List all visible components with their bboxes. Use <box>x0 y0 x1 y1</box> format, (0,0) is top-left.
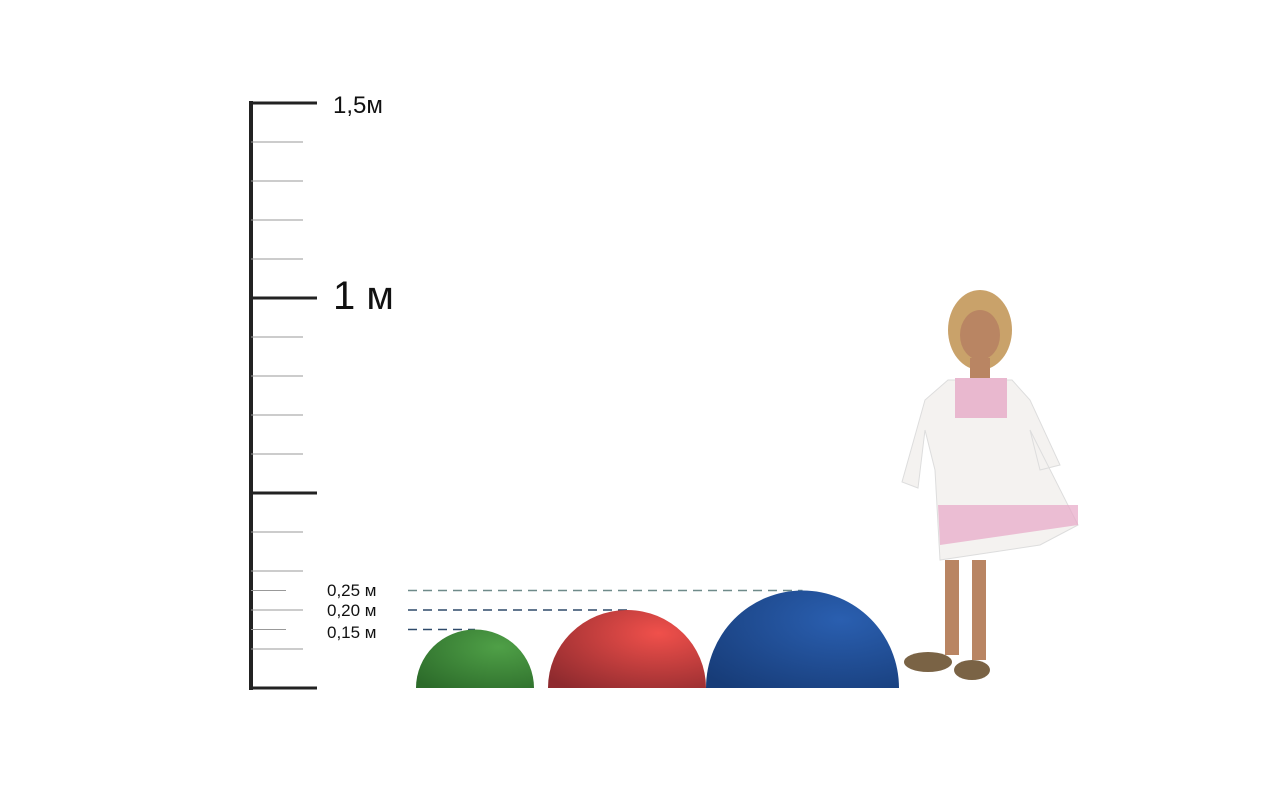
dome-label-small: 0,15 м <box>327 623 377 642</box>
dome-0 <box>416 629 534 688</box>
dome-2 <box>706 590 899 688</box>
dome-label-large: 0,25 м <box>327 581 377 600</box>
scale-label-1-5m: 1,5м <box>333 92 383 119</box>
dome-label-medium: 0,20 м <box>327 601 377 620</box>
dome-1 <box>548 610 706 688</box>
ruler <box>249 101 317 690</box>
child-figure-icon <box>901 290 1079 680</box>
domes <box>408 589 899 688</box>
scale-label-1m: 1 м <box>333 274 394 318</box>
